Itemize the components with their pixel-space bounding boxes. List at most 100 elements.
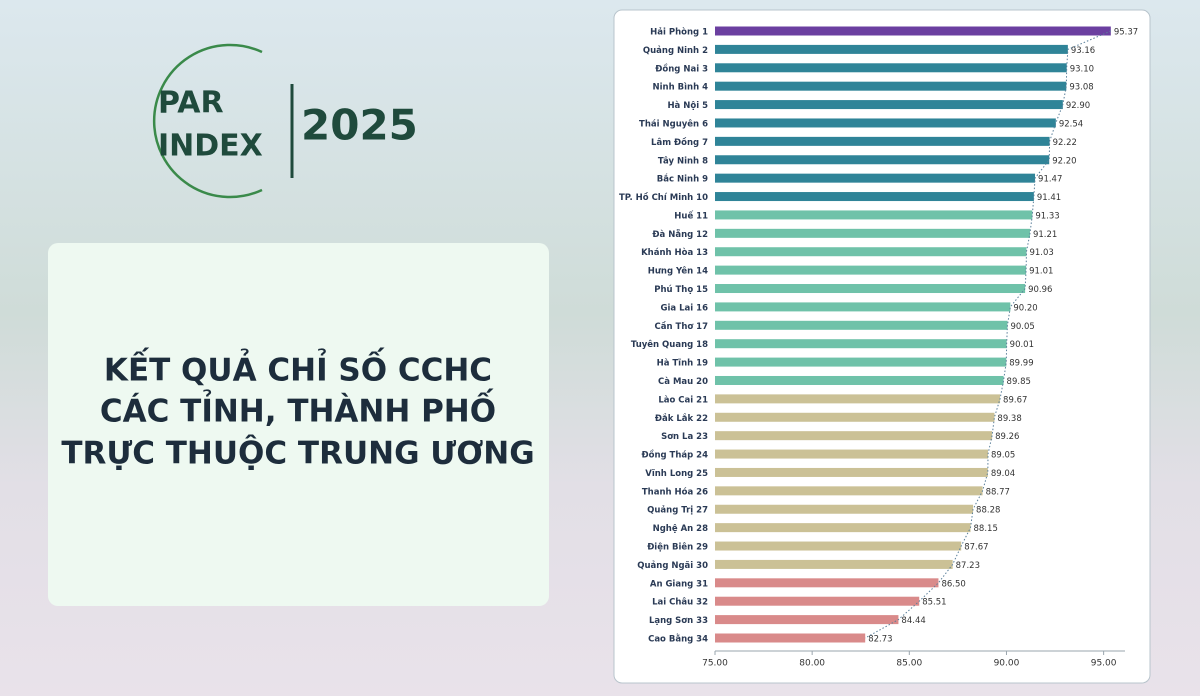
bar <box>715 26 1111 36</box>
value-label: 91.21 <box>1033 230 1057 240</box>
value-label: 90.01 <box>1010 340 1034 350</box>
category-label: Ninh Bình 4 <box>653 83 709 93</box>
bar <box>715 449 989 459</box>
bar <box>715 155 1050 165</box>
category-label: Quảng Ninh 2 <box>643 45 708 56</box>
value-label: 82.73 <box>868 635 892 645</box>
bar <box>715 375 1004 385</box>
bar <box>715 63 1067 73</box>
trend-line <box>864 30 1112 639</box>
bar <box>715 559 953 569</box>
value-label: 93.10 <box>1070 64 1094 74</box>
bar <box>715 118 1056 128</box>
value-label: 87.23 <box>956 561 980 571</box>
category-label: Nghệ An 28 <box>653 524 708 534</box>
bar <box>715 467 988 477</box>
value-label: 90.05 <box>1010 322 1034 332</box>
headline-line: CÁC TỈNH, THÀNH PHỐ <box>100 389 496 430</box>
category-label: Quảng Trị 27 <box>647 505 708 516</box>
category-label: Lạng Sơn 33 <box>649 616 708 626</box>
bar <box>715 633 866 643</box>
category-label: Huế 11 <box>674 210 708 221</box>
headline-card <box>48 243 549 606</box>
category-label: Đồng Tháp 24 <box>641 450 708 461</box>
bar <box>715 578 939 588</box>
value-label: 87.67 <box>964 543 988 553</box>
value-label: 91.01 <box>1029 267 1053 277</box>
value-label: 89.05 <box>991 451 1015 461</box>
value-label: 93.16 <box>1071 46 1095 56</box>
value-label: 92.54 <box>1059 119 1083 129</box>
x-tick-label: 80.00 <box>799 659 825 669</box>
bar <box>715 302 1011 312</box>
category-label: Lâm Đồng 7 <box>651 137 708 148</box>
value-label: 89.04 <box>991 469 1015 479</box>
logo-par: PAR <box>158 86 224 121</box>
category-label: Hà Tĩnh 19 <box>657 359 708 369</box>
value-label: 92.90 <box>1066 101 1090 111</box>
bar <box>715 431 993 441</box>
category-label: Quảng Ngãi 30 <box>637 560 708 571</box>
x-tick-label: 90.00 <box>994 659 1020 669</box>
value-label: 85.51 <box>922 598 946 608</box>
bar <box>715 100 1063 110</box>
bar <box>715 541 962 551</box>
bar <box>715 357 1007 367</box>
x-tick-label: 75.00 <box>702 659 728 669</box>
category-label: Đắk Lắk 22 <box>655 413 708 424</box>
category-label: Sơn La 23 <box>661 432 708 442</box>
headline-line: KẾT QUẢ CHỈ SỐ CCHC <box>104 348 492 389</box>
x-tick-label: 95.00 <box>1091 659 1117 669</box>
bar <box>715 210 1033 220</box>
value-label: 92.22 <box>1053 138 1077 148</box>
value-label: 91.41 <box>1037 193 1061 203</box>
category-label: Tây Ninh 8 <box>658 156 708 166</box>
bar <box>715 81 1067 91</box>
logo-year: 2025 <box>301 101 418 150</box>
value-label: 88.28 <box>976 506 1000 516</box>
value-label: 92.20 <box>1052 156 1076 166</box>
bar <box>715 192 1034 202</box>
category-label: Cao Bằng 34 <box>648 634 708 645</box>
category-label: TP. Hồ Chí Minh 10 <box>619 192 708 203</box>
category-label: Khánh Hòa 13 <box>641 247 708 258</box>
category-label: Hà Nội 5 <box>667 101 708 111</box>
category-label: Vĩnh Long 25 <box>645 469 708 479</box>
logo-index: INDEX <box>158 129 263 164</box>
bar <box>715 486 983 496</box>
bar <box>715 504 974 514</box>
category-label: Thanh Hóa 26 <box>642 486 708 497</box>
category-label: Tuyên Quang 18 <box>631 339 708 350</box>
value-label: 89.26 <box>995 432 1019 442</box>
bar <box>715 136 1050 146</box>
category-label: Thái Nguyên 6 <box>639 118 708 129</box>
bar <box>715 247 1027 257</box>
category-label: Điện Biên 29 <box>647 542 708 553</box>
bar <box>715 615 899 625</box>
bar <box>715 523 971 533</box>
value-label: 91.33 <box>1035 211 1059 221</box>
value-label: 95.37 <box>1114 28 1138 38</box>
category-label: Cà Mau 20 <box>658 377 708 387</box>
category-label: Bắc Ninh 9 <box>657 174 708 185</box>
x-tick-label: 85.00 <box>896 659 922 669</box>
value-label: 91.03 <box>1029 248 1053 258</box>
logo-arc <box>152 43 263 199</box>
category-label: Đà Nẵng 12 <box>652 229 708 240</box>
bar <box>715 228 1030 238</box>
category-label: Gia Lai 16 <box>661 303 709 313</box>
bar <box>715 44 1068 54</box>
category-label: Phú Thọ 15 <box>654 285 708 295</box>
bar <box>715 394 1001 404</box>
headline-line: TRỰC THUỘC TRUNG ƯƠNG <box>61 435 534 472</box>
value-label: 86.50 <box>941 579 965 589</box>
category-label: An Giang 31 <box>650 579 708 589</box>
bar <box>715 265 1027 275</box>
value-label: 89.38 <box>997 414 1021 424</box>
bar <box>715 320 1008 330</box>
value-label: 89.67 <box>1003 395 1027 405</box>
bar <box>715 339 1007 349</box>
value-label: 91.47 <box>1038 175 1062 185</box>
value-label: 88.15 <box>974 524 998 534</box>
